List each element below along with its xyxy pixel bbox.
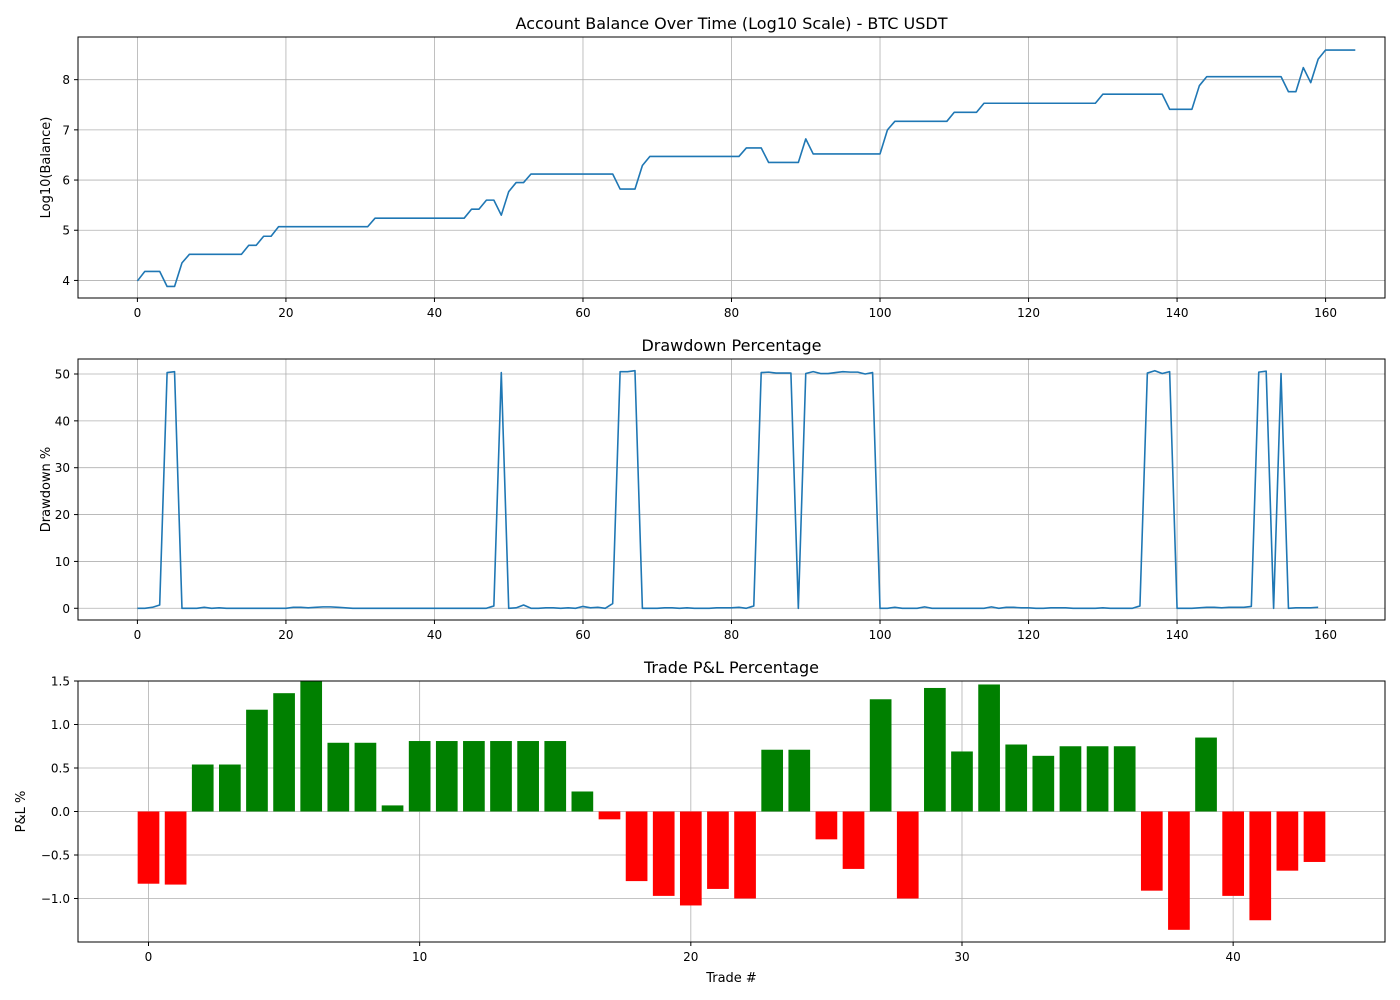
- bar-trade-37: [1140, 811, 1163, 891]
- y-axis-label: Log10(Balance): [39, 117, 54, 219]
- y-tick-label: 0.5: [51, 762, 70, 776]
- x-tick-label: 160: [1314, 628, 1337, 642]
- bar-trade-6: [300, 681, 323, 812]
- bar-trade-7: [327, 742, 350, 812]
- x-tick-label: 60: [575, 628, 590, 642]
- y-tick-label: 1.5: [51, 675, 70, 689]
- bar-trade-11: [435, 741, 458, 812]
- x-tick-label: 160: [1314, 306, 1337, 320]
- bar-trade-42: [1276, 811, 1299, 871]
- y-tick-label: 8: [62, 73, 70, 87]
- bar-trade-10: [408, 741, 431, 812]
- y-tick-label: −0.5: [41, 849, 70, 863]
- bar-trade-17: [598, 811, 621, 820]
- chart-title: Trade P&L Percentage: [643, 658, 819, 677]
- bar-trade-16: [571, 791, 594, 812]
- y-tick-label: −1.0: [41, 892, 70, 906]
- y-tick-label: 20: [55, 508, 70, 522]
- bar-trade-13: [490, 741, 512, 812]
- y-tick-label: 0.0: [51, 805, 70, 819]
- bar-trade-18: [625, 811, 648, 882]
- x-tick-label: 0: [145, 950, 153, 964]
- bar-trade-27: [869, 699, 892, 812]
- y-tick-label: 40: [55, 414, 70, 428]
- bar-trade-15: [544, 741, 567, 812]
- bar-trade-2: [191, 764, 214, 812]
- bar-trade-34: [1059, 746, 1082, 812]
- x-tick-label: 40: [427, 306, 442, 320]
- chart-title: Drawdown Percentage: [641, 336, 821, 355]
- bar-trade-12: [463, 741, 485, 812]
- bar-trade-35: [1086, 746, 1109, 812]
- bar-trade-43: [1303, 811, 1326, 862]
- bar-trade-33: [1032, 755, 1055, 812]
- x-tick-label: 0: [134, 306, 142, 320]
- balance-chart: 0 20 40 60 80 100 120 140 160 4 5 6 7 8 Account Balanc…: [39, 14, 1386, 320]
- bar-trade-14: [517, 741, 539, 812]
- x-axis-label: Trade #: [705, 971, 757, 986]
- chart-title: Account Balance Over Time (Log10 Scale) …: [516, 14, 948, 33]
- x-tick-label: 20: [278, 306, 293, 320]
- x-tick-label: 80: [724, 628, 739, 642]
- y-tick-label: 0: [62, 602, 70, 616]
- y-tick-label: 1.0: [51, 718, 70, 732]
- bar-trade-8: [354, 742, 377, 812]
- x-tick-label: 40: [1226, 950, 1241, 964]
- series-line-0: [136, 49, 1356, 288]
- bar-trade-26: [842, 811, 865, 869]
- bar-trade-3: [219, 764, 241, 812]
- bar-trade-31: [978, 684, 1000, 812]
- series-line-0: [137, 369, 1319, 610]
- trade-pnl-chart: 0 10 20 30 40 −1.0 −0.5 0.0 0.5 1.0 1.5 Trade P&L P…: [14, 658, 1386, 986]
- x-tick-label: 80: [724, 306, 739, 320]
- bar-trade-25: [815, 811, 838, 840]
- x-tick-label: 100: [869, 628, 892, 642]
- y-tick-label: 50: [55, 367, 70, 381]
- bar-trade-38: [1168, 811, 1190, 930]
- bar-trade-22: [734, 811, 756, 899]
- drawdown-chart: 0 20 40 60 80 100 120 140 160 0 10 20 30 40 50 Drawdown…: [39, 336, 1386, 642]
- bar-trade-9: [381, 805, 404, 812]
- bar-trade-5: [273, 693, 295, 812]
- x-tick-label: 120: [1017, 306, 1040, 320]
- x-tick-label: 140: [1166, 628, 1189, 642]
- y-tick-label: 7: [62, 123, 70, 137]
- bar-trade-24: [788, 749, 811, 812]
- bar-trade-29: [924, 687, 946, 812]
- x-tick-label: 0: [134, 628, 142, 642]
- x-tick-label: 20: [683, 950, 698, 964]
- bar-trade-39: [1195, 737, 1217, 812]
- x-tick-label: 20: [278, 628, 293, 642]
- y-tick-label: 4: [62, 274, 70, 288]
- bar-trade-1: [164, 811, 187, 885]
- x-tick-label: 100: [869, 306, 892, 320]
- bar-trade-40: [1222, 811, 1244, 896]
- bar-trade-23: [761, 749, 784, 812]
- bar-trade-4: [246, 709, 268, 812]
- x-tick-label: 30: [954, 950, 969, 964]
- bar-trade-21: [707, 811, 729, 889]
- x-tick-label: 140: [1166, 306, 1189, 320]
- x-tick-label: 10: [412, 950, 427, 964]
- bar-trade-19: [652, 811, 675, 896]
- y-axis-label: Drawdown %: [39, 447, 54, 533]
- bar-trade-0: [137, 811, 160, 884]
- bar-trade-28: [896, 811, 919, 899]
- x-tick-label: 120: [1017, 628, 1040, 642]
- bar-trade-41: [1249, 811, 1272, 921]
- y-tick-label: 6: [62, 174, 70, 188]
- x-tick-label: 60: [575, 306, 590, 320]
- bar-trade-36: [1113, 746, 1136, 812]
- y-tick-label: 10: [55, 555, 70, 569]
- y-tick-label: 5: [62, 224, 70, 238]
- bar-trade-20: [679, 811, 702, 906]
- x-tick-label: 40: [427, 628, 442, 642]
- bar-trade-32: [1005, 744, 1028, 812]
- y-axis-label: P&L %: [14, 791, 29, 833]
- bar-trade-30: [951, 751, 973, 812]
- y-tick-label: 30: [55, 461, 70, 475]
